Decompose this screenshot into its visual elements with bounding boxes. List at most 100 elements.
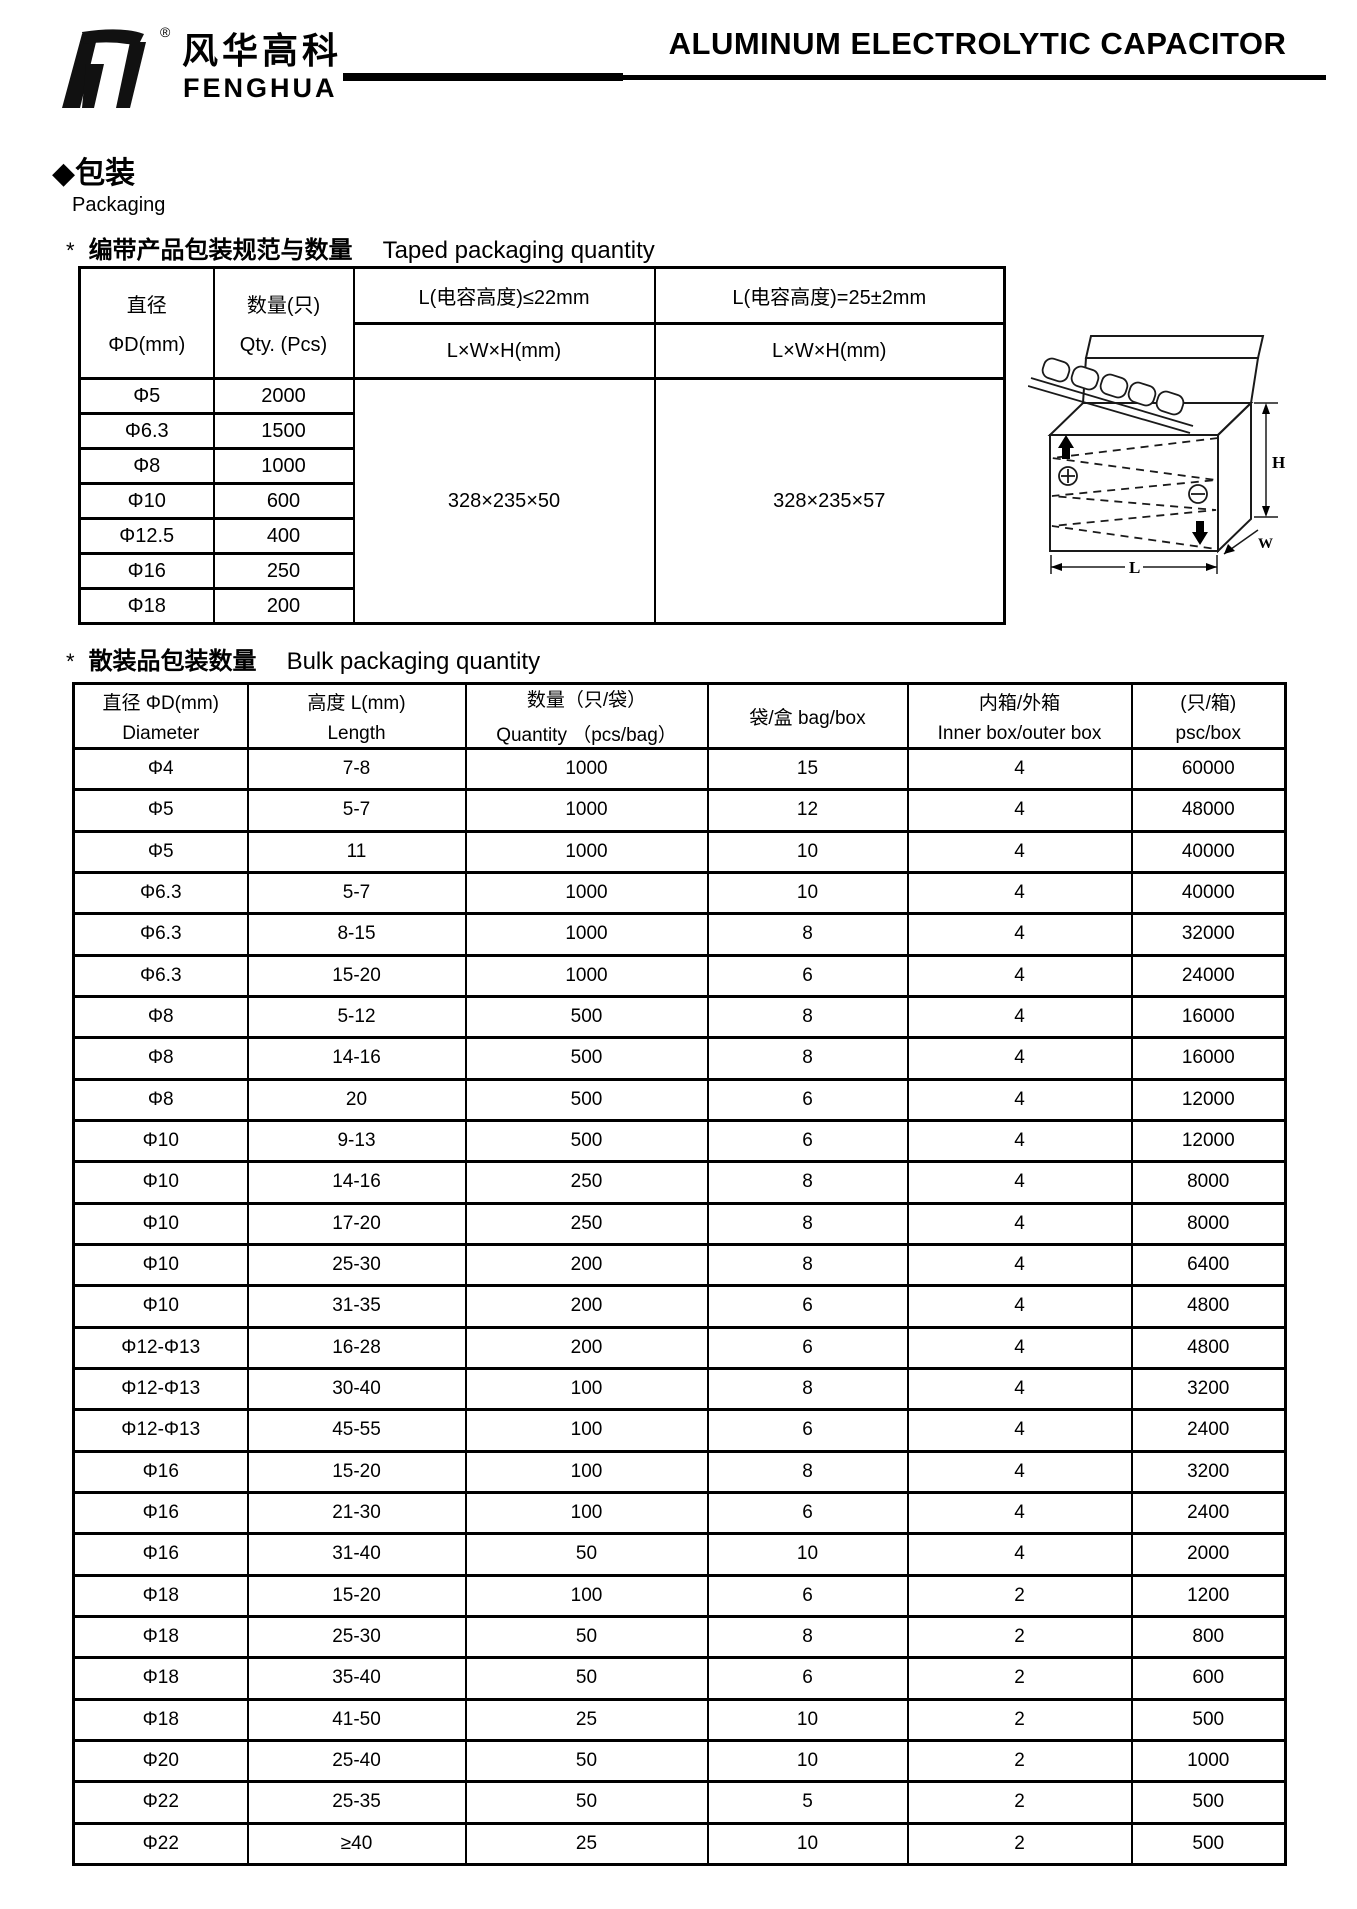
table-cell: 100 xyxy=(464,1408,709,1453)
table-cell: 6 xyxy=(706,1408,909,1453)
table-row: Φ10 14-16 250 8 4 8000 xyxy=(72,1160,1287,1205)
table-cell: 4 xyxy=(906,1408,1133,1453)
table-cell: 25 xyxy=(464,1821,709,1867)
table-cell: 25-35 xyxy=(246,1780,467,1825)
table-cell: Φ6.3 xyxy=(72,912,249,957)
table-row: Φ10 31-35 200 6 4 4800 xyxy=(72,1284,1287,1329)
table-cell: 20 xyxy=(246,1077,467,1122)
table-cell: 8 xyxy=(706,994,909,1040)
table-row: Φ16 31-40 50 10 4 2000 xyxy=(72,1532,1287,1577)
taped-packaging-table: 直径 ΦD(mm) 数量(只) Qty. (Pcs) L(电容高度)≤22mm … xyxy=(78,266,1006,625)
header-cell-bag-box: 袋/盒 bag/box xyxy=(706,682,909,750)
table-cell: 10 xyxy=(706,1532,909,1577)
table-cell: 6 xyxy=(706,1573,909,1618)
table-cell: 31-35 xyxy=(246,1284,467,1329)
table-row: Φ18 41-50 25 10 2 500 xyxy=(72,1697,1287,1742)
header-line-cn: 袋/盒 bag/box xyxy=(749,707,866,729)
table-cell: 8 xyxy=(706,1614,909,1660)
bulk-caption-cn: 散装品包装数量 xyxy=(88,648,257,675)
table-cell: 4 xyxy=(906,1242,1133,1288)
table-row: Φ20 25-40 50 10 2 1000 xyxy=(72,1738,1287,1784)
table-cell: 48000 xyxy=(1130,788,1287,833)
section-heading-en: Packaging xyxy=(72,194,166,216)
table-cell: Φ8 xyxy=(72,1036,249,1081)
table-row: Φ8 14-16 500 8 4 16000 xyxy=(72,1036,1287,1081)
table-cell: Φ12-Φ13 xyxy=(72,1325,249,1370)
table-cell: 100 xyxy=(464,1573,709,1618)
table-cell: 250 xyxy=(464,1160,709,1205)
table-cell: 45-55 xyxy=(246,1408,467,1453)
table-cell: 500 xyxy=(464,1077,709,1122)
bulk-caption-en: Bulk packaging quantity xyxy=(286,648,541,675)
table-cell: 2 xyxy=(906,1697,1133,1742)
table-cell: Φ6.3 xyxy=(72,870,249,916)
table-cell: 25-30 xyxy=(246,1614,467,1660)
table-cell: 15 xyxy=(706,746,909,792)
table-cell: 500 xyxy=(464,1036,709,1081)
table-cell: Φ18 xyxy=(72,1614,249,1660)
table-cell: 30-40 xyxy=(246,1366,467,1412)
table-row: Φ4 7-8 1000 15 4 60000 xyxy=(72,746,1287,792)
bulk-table-body: Φ4 7-8 1000 15 4 60000 Φ5 5-7 1000 12 4 48000 Φ5 11 10… xyxy=(72,746,1287,1867)
table-cell: Φ8 xyxy=(78,447,215,485)
table-cell: 5 xyxy=(706,1780,909,1825)
table-row: Φ6.3 5-7 1000 10 4 40000 xyxy=(72,870,1287,916)
table-cell: 32000 xyxy=(1130,912,1287,957)
table-row: Φ22 25-35 50 5 2 500 xyxy=(72,1780,1287,1825)
section-heading-cn: 包装 xyxy=(75,157,136,190)
table-cell: 4 xyxy=(906,1118,1133,1164)
table-cell: 15-20 xyxy=(246,1449,467,1494)
table-cell: 200 xyxy=(464,1325,709,1370)
table-cell: 4 xyxy=(906,912,1133,957)
table-cell: 1000 xyxy=(464,829,709,874)
table-cell: 50 xyxy=(464,1780,709,1825)
header-cell-lwh: L×W×H(mm) xyxy=(352,322,656,380)
table-cell: 5-7 xyxy=(246,870,467,916)
merged-value-cell: 328×235×57 xyxy=(653,377,1006,625)
table-row: L×W×H(mm) L×W×H(mm) xyxy=(80,322,1006,380)
table-cell: 100 xyxy=(464,1366,709,1412)
table-row: Φ8 1000 xyxy=(78,447,1005,485)
table-cell: Φ5 xyxy=(72,829,249,874)
header-line-cn: 直径 xyxy=(126,295,167,317)
table-cell: 7-8 xyxy=(246,746,467,792)
table-cell: 4800 xyxy=(1130,1284,1287,1329)
table-row: Φ6.3 1500 xyxy=(78,412,1005,450)
diamond-bullet-icon: ◆ xyxy=(52,157,76,190)
table-row: Φ18 35-40 50 6 2 600 xyxy=(72,1656,1287,1701)
table-cell: 200 xyxy=(464,1242,709,1288)
table-cell: 6 xyxy=(706,1077,909,1122)
table-cell: 2000 xyxy=(1130,1532,1287,1577)
table-cell: 15-20 xyxy=(246,953,467,998)
table-cell: 4 xyxy=(906,829,1133,874)
table-cell: 1200 xyxy=(1130,1573,1287,1618)
table-cell: 8 xyxy=(706,1449,909,1494)
table-cell: 500 xyxy=(1130,1780,1287,1825)
table-cell: 8 xyxy=(706,1201,909,1246)
table-cell: Φ12-Φ13 xyxy=(72,1408,249,1453)
table-cell: Φ5 xyxy=(72,788,249,833)
table-row: Φ5 5-7 1000 12 4 48000 xyxy=(72,788,1287,833)
table-cell: 8000 xyxy=(1130,1160,1287,1205)
table-cell: Φ10 xyxy=(72,1201,249,1246)
table-cell: Φ10 xyxy=(72,1118,249,1164)
header-cell-lwh: L×W×H(mm) xyxy=(653,322,1006,380)
table-cell: 2400 xyxy=(1130,1408,1287,1453)
table-cell: 1500 xyxy=(212,412,355,450)
table-cell: 800 xyxy=(1130,1614,1287,1660)
taped-table-body: Φ5 2000 328×235×50 328×235×57 Φ6.3 1500 Φ8 1000… xyxy=(78,377,1006,625)
page-title: ALUMINUM ELECTROLYTIC CAPACITOR xyxy=(668,26,1287,61)
header-line-cn: 数量（只/袋） xyxy=(526,690,647,711)
table-cell: Φ10 xyxy=(78,482,215,520)
bulk-caption: * 散装品包装数量 Bulk packaging quantity xyxy=(66,641,540,676)
table-cell: 500 xyxy=(1130,1821,1287,1867)
table-cell: 6 xyxy=(706,1656,909,1701)
header-line-en: Quantity （pcs/bag） xyxy=(496,725,677,746)
table-cell: 40000 xyxy=(1130,829,1287,874)
header-line-en: Length xyxy=(327,722,386,744)
table-cell: 10 xyxy=(706,829,909,874)
table-cell: 9-13 xyxy=(246,1118,467,1164)
table-cell: 8-15 xyxy=(246,912,467,957)
header-line-cn: (只/箱) xyxy=(1180,692,1237,714)
table-cell: 1000 xyxy=(464,788,709,833)
